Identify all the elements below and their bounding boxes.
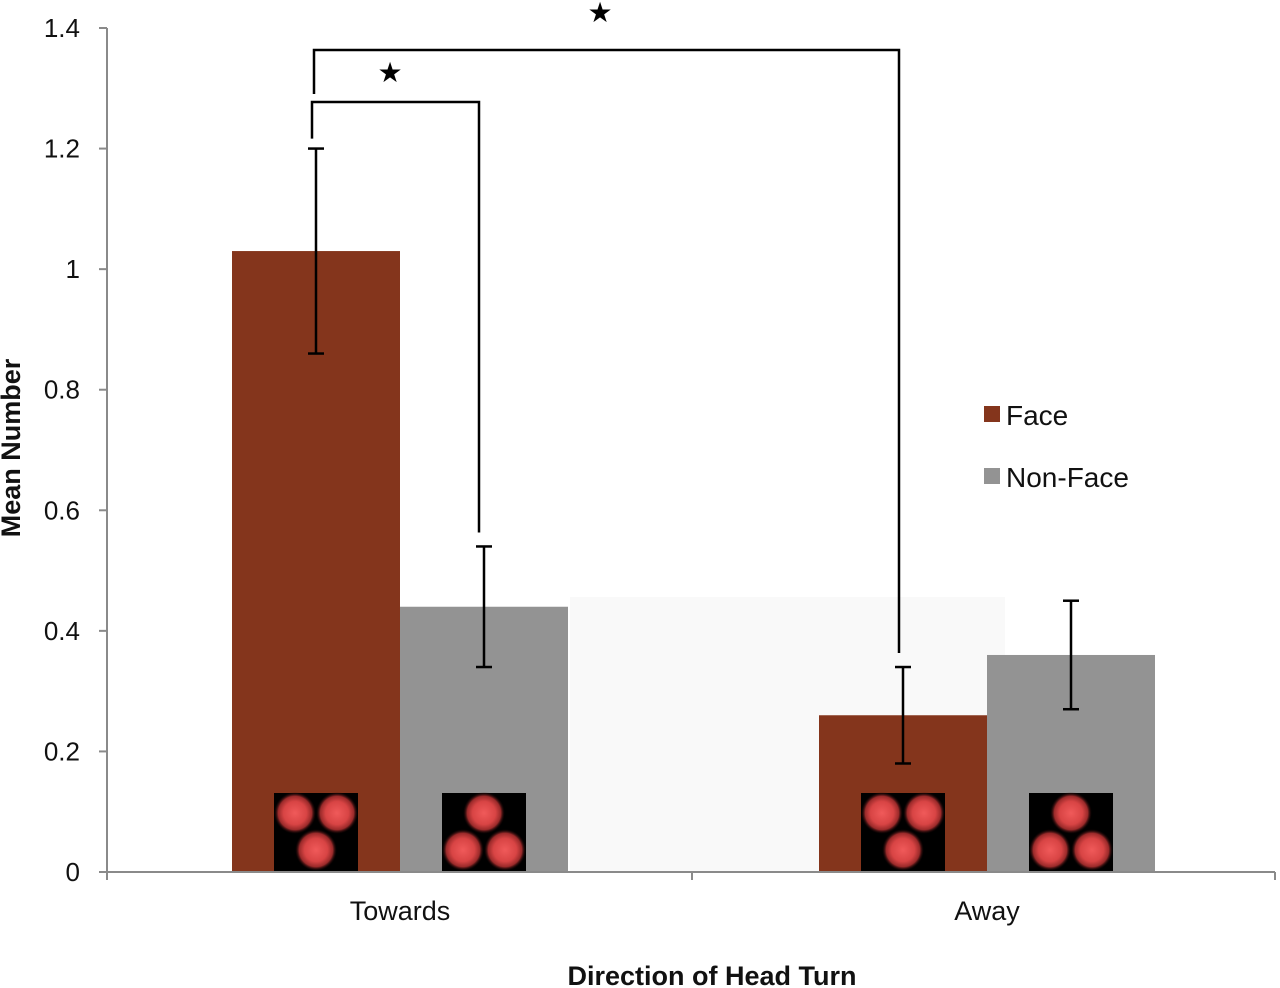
significance-bracket-towards [310,100,481,533]
error-bar [476,545,492,669]
stimulus-dot [1071,829,1113,871]
y-tick-label: 0.8 [44,375,80,405]
stimulus-dot [295,829,337,871]
y-tick-label: 1 [66,254,80,284]
significance-bracket-face [312,48,901,654]
stimulus-dot [861,792,903,834]
significance-star: ★ [377,56,402,89]
y-tick-label: 0.4 [44,616,80,646]
stimulus-dot [1029,829,1071,871]
legend-label: Face [1006,400,1068,431]
stimulus-icon-non-face [1029,792,1113,872]
error-bar [1063,599,1079,711]
stimulus-icon-non-face [442,792,526,872]
y-tick-label: 1.4 [44,13,80,43]
x-axis-title: Direction of Head Turn [567,961,856,988]
error-bar [308,147,324,355]
stimulus-dot [882,829,924,871]
stimulus-dot [903,792,945,834]
stimulus-dot [274,792,316,834]
significance-star: ★ [587,0,612,29]
y-tick-label: 0 [66,857,80,887]
y-tick-label: 0.2 [44,736,80,766]
legend-swatch-non-face [984,468,1000,484]
stimulus-dot [442,829,484,871]
stimulus-dot [1050,792,1092,834]
y-tick-label: 1.2 [44,134,80,164]
stimulus-dot [463,792,505,834]
stimulus-dot [316,792,358,834]
x-category-label: Towards [350,896,451,926]
legend-swatch-face [984,406,1000,422]
legend-label: Non-Face [1006,462,1129,493]
x-category-label: Away [954,896,1020,926]
error-bar [895,665,911,765]
stimulus-dot [484,829,526,871]
stimulus-icon-face [274,792,358,872]
y-tick-label: 0.6 [44,495,80,525]
stimulus-icon-face [861,792,945,872]
y-axis-title: Mean Number [0,358,26,537]
bracket-line [310,100,481,533]
bracket-line [312,48,901,654]
